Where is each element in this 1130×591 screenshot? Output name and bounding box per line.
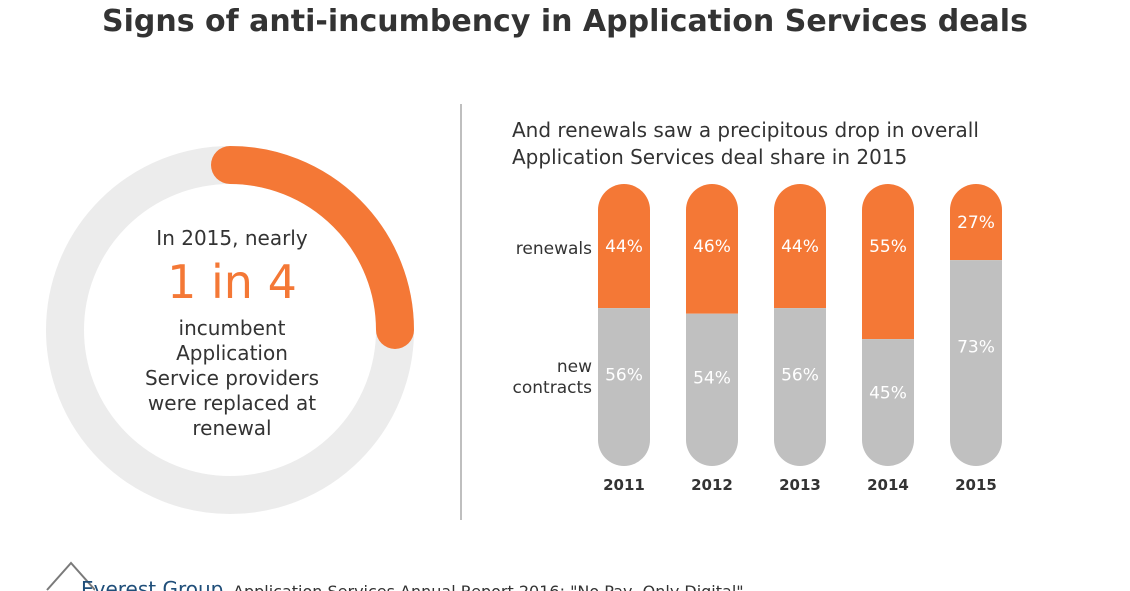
- bar-segment-new-contracts: [774, 308, 826, 466]
- donut-chart: [46, 146, 414, 514]
- chart-subtitle-line: And renewals saw a precipitous drop in o…: [512, 118, 979, 142]
- data-label-new-contracts: 45%: [869, 383, 907, 403]
- legend-label-renewals: renewals: [516, 239, 592, 259]
- data-label-renewals: 44%: [605, 237, 643, 257]
- data-label-new-contracts: 73%: [957, 338, 995, 358]
- data-label-renewals: 27%: [957, 213, 995, 233]
- bar-group-2011: [598, 184, 650, 466]
- donut-intro-text: In 2015, nearly: [156, 226, 308, 250]
- x-tick-label: 2015: [955, 476, 997, 494]
- bar-group-2015: [950, 184, 1002, 466]
- donut-description-line: Application: [176, 341, 288, 365]
- x-tick-label: 2014: [867, 476, 909, 494]
- donut-description-line: Service providers: [144, 366, 320, 390]
- bar-group-2013: [774, 184, 826, 466]
- bar-segment-new-contracts: [686, 313, 738, 466]
- bar-segment-renewals: [774, 184, 826, 309]
- bar-segment-new-contracts: [862, 339, 914, 466]
- legend-label-new-contracts: new contracts: [513, 357, 593, 398]
- donut-description: incumbent Application Service providers …: [132, 316, 332, 441]
- data-label-renewals: 44%: [781, 237, 819, 257]
- everest-logo-icon: [46, 561, 95, 591]
- chart-subtitle-line: Application Services deal share in 2015: [512, 145, 908, 169]
- donut-description-line: renewal: [192, 416, 272, 440]
- chart-area: 44% 56% 2011 46% 54% 2012 44% 56% 2013 55% 45% 2014…: [480, 180, 1020, 510]
- donut-highlight-stat: 1 in 4: [167, 255, 297, 309]
- donut-description-line: were replaced at: [147, 391, 317, 415]
- bar-segment-renewals: [686, 184, 738, 314]
- footer: Everest Group Application Services Annua…: [45, 560, 945, 591]
- donut-highlight-arc: [211, 146, 414, 349]
- data-label-new-contracts: 56%: [781, 365, 819, 385]
- bar-segment-new-contracts: [598, 308, 650, 466]
- x-tick-label: 2013: [779, 476, 821, 494]
- chart-subtitle: And renewals saw a precipitous drop in o…: [512, 117, 1072, 171]
- bar-group-2012: [686, 184, 738, 466]
- panel-divider: [460, 104, 462, 520]
- footer-logo-text: Everest Group: [81, 577, 224, 591]
- page-title: Signs of anti-incumbency in Application …: [102, 4, 1028, 39]
- footer-source: Application Services Annual Report 2016:…: [233, 582, 744, 591]
- donut-description-line: incumbent: [178, 316, 286, 340]
- bar-segment-new-contracts: [950, 260, 1002, 466]
- bar-segment-renewals: [598, 184, 650, 309]
- data-label-renewals: 55%: [869, 237, 907, 257]
- bar-segment-renewals: [862, 184, 914, 340]
- stacked-bar-chart: 44% 56% 2011 46% 54% 2012 44% 56% 2013 55% 45% 2014…: [513, 184, 1002, 494]
- data-label-new-contracts: 56%: [605, 365, 643, 385]
- data-label-renewals: 46%: [693, 237, 731, 257]
- bar-group-2014: [862, 184, 914, 466]
- donut-panel: In 2015, nearly 1 in 4 incumbent Applica…: [40, 140, 420, 520]
- data-label-new-contracts: 54%: [693, 369, 731, 389]
- x-tick-label: 2012: [691, 476, 733, 494]
- bar-segment-renewals: [950, 184, 1002, 261]
- x-tick-label: 2011: [603, 476, 645, 494]
